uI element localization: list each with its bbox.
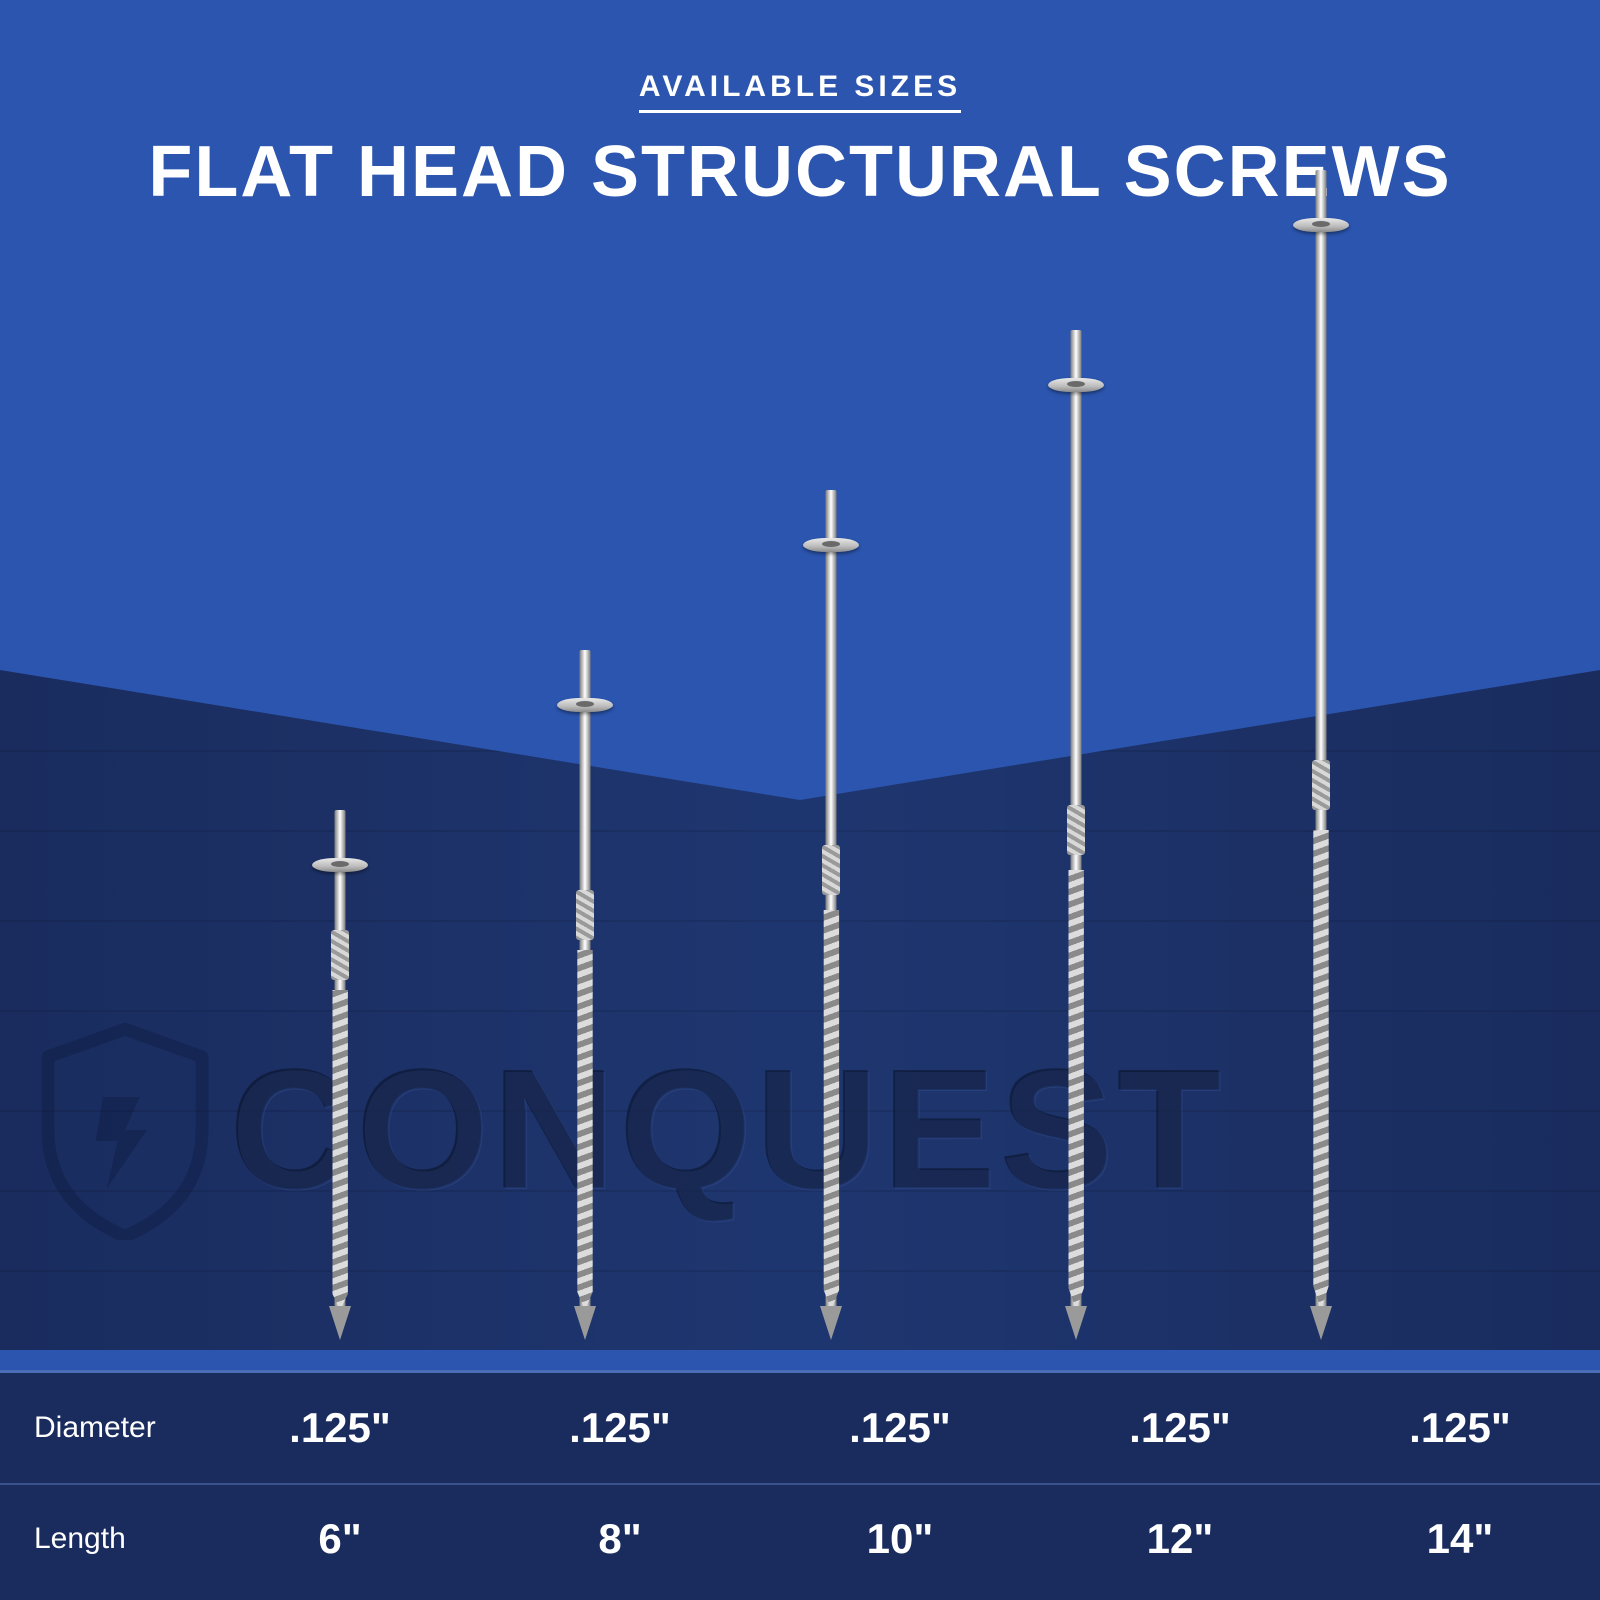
cell-diameter: .125" — [1040, 1404, 1320, 1452]
cell-length: 6" — [200, 1515, 480, 1563]
screw-knurl — [331, 930, 349, 980]
headline-text: FLAT HEAD STRUCTURAL SCREWS — [0, 131, 1600, 213]
screw-head-icon — [803, 538, 859, 552]
screw-head-icon — [557, 698, 613, 712]
screw-knurl — [1312, 760, 1330, 810]
screw-threads — [329, 990, 351, 1310]
screw-threads — [574, 950, 596, 1310]
row-label-length: Length — [0, 1522, 200, 1556]
cell-diameter: .125" — [480, 1404, 760, 1452]
screw-knurl — [1067, 805, 1085, 855]
screw-threads — [1065, 870, 1087, 1310]
screw-knurl — [822, 845, 840, 895]
screw-12 — [1067, 390, 1085, 1370]
screw-head-icon — [312, 858, 368, 872]
screw-8 — [576, 710, 594, 1370]
spec-table: Diameter .125".125".125".125".125" Lengt… — [0, 1370, 1600, 1600]
cell-length: 8" — [480, 1515, 760, 1563]
screw-14 — [1312, 230, 1330, 1370]
cell-length: 14" — [1320, 1515, 1600, 1563]
eyebrow-text: AVAILABLE SIZES — [639, 70, 961, 113]
cell-length: 10" — [760, 1515, 1040, 1563]
screw-threads — [820, 910, 842, 1310]
row-label-diameter: Diameter — [0, 1411, 200, 1445]
screw-knurl — [576, 890, 594, 940]
cell-diameter: .125" — [1320, 1404, 1600, 1452]
table-row: Diameter .125".125".125".125".125" — [0, 1373, 1600, 1483]
cell-diameter: .125" — [200, 1404, 480, 1452]
screw-threads — [1310, 830, 1332, 1310]
title-block: AVAILABLE SIZES FLAT HEAD STRUCTURAL SCR… — [0, 70, 1600, 213]
screw-6 — [331, 870, 349, 1370]
screw-10 — [822, 550, 840, 1370]
row-values-length: 6"8"10"12"14" — [200, 1515, 1600, 1563]
screw-head-icon — [1048, 378, 1104, 392]
screws-row — [0, 230, 1600, 1370]
screw-tip — [1310, 1306, 1332, 1340]
cell-length: 12" — [1040, 1515, 1320, 1563]
screw-tip — [329, 1306, 351, 1340]
row-values-diameter: .125".125".125".125".125" — [200, 1404, 1600, 1452]
cell-diameter: .125" — [760, 1404, 1040, 1452]
screw-tip — [574, 1306, 596, 1340]
table-row: Length 6"8"10"12"14" — [0, 1483, 1600, 1593]
screw-head-icon — [1293, 218, 1349, 232]
screw-tip — [820, 1306, 842, 1340]
screw-tip — [1065, 1306, 1087, 1340]
